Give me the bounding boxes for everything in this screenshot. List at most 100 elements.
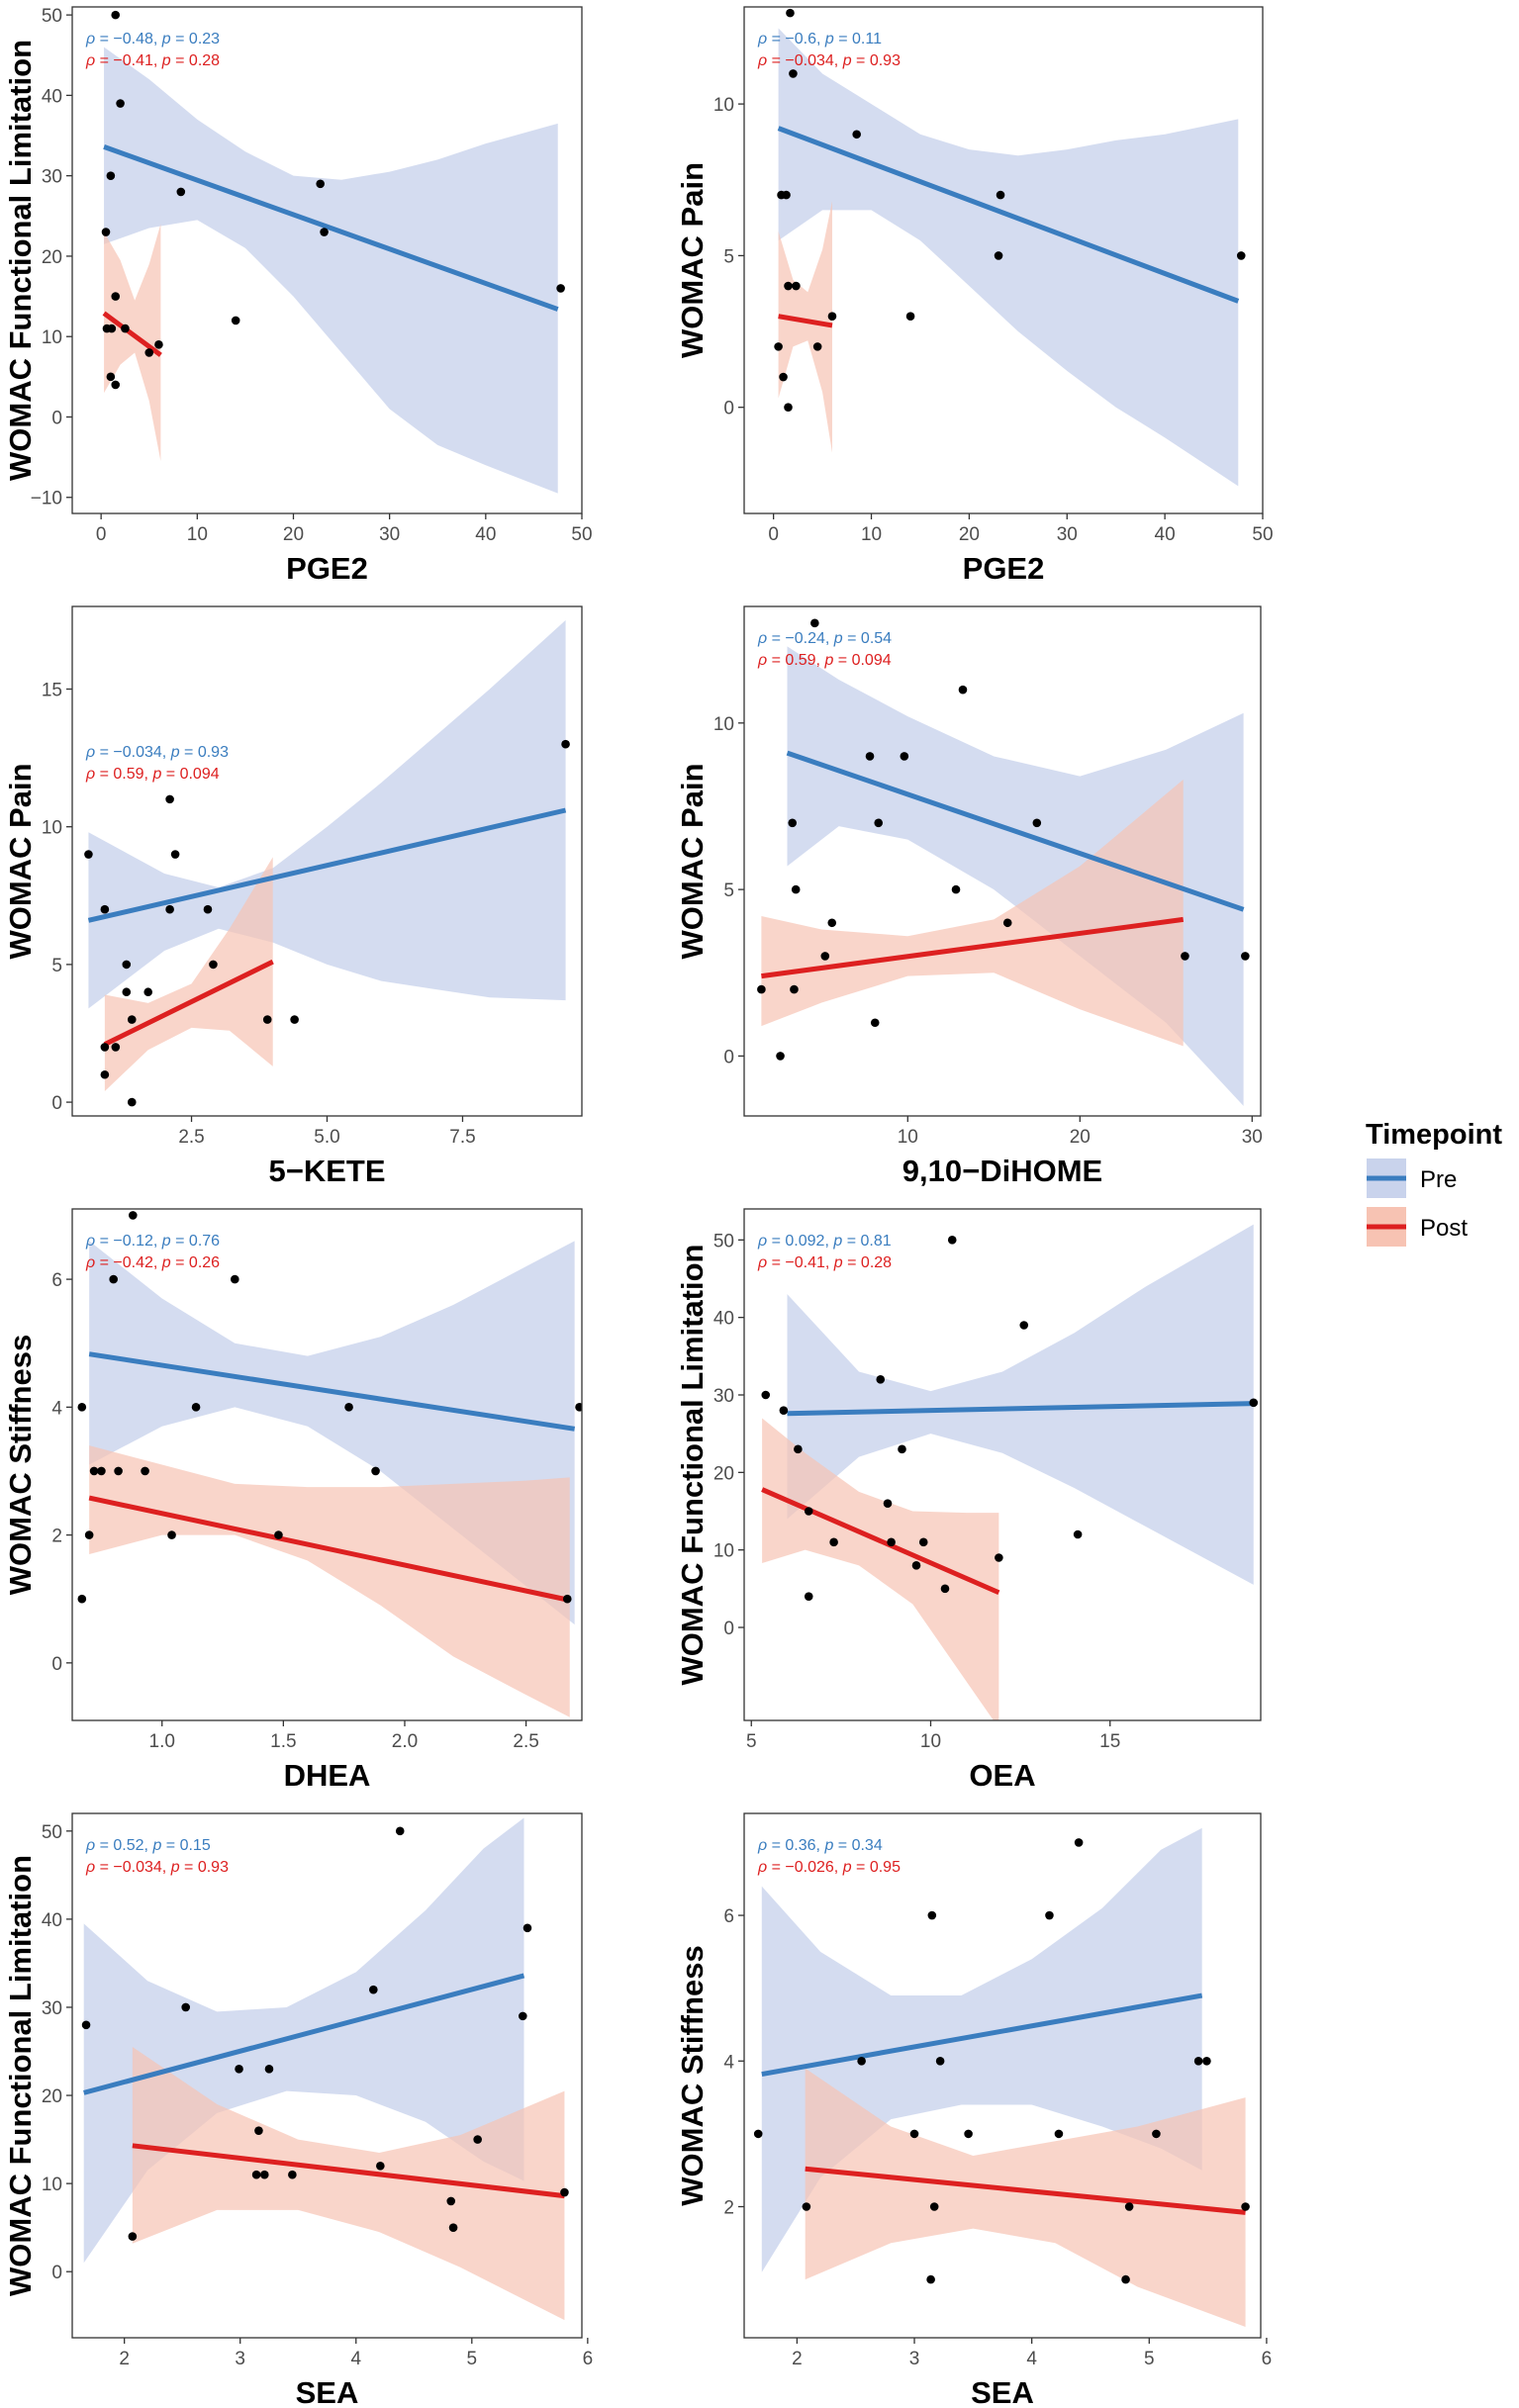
panel-8-data-point-1	[1074, 1838, 1084, 1847]
panel-8-y-tick-label: 2	[723, 2198, 734, 2219]
panel-5-data-point-2	[109, 1274, 118, 1284]
panel-4-data-point-14	[1241, 952, 1250, 961]
stat-part: p	[161, 31, 171, 47]
panel-3-data-point-6	[203, 904, 213, 914]
panel-3-data-point-18	[290, 1015, 299, 1024]
panel-5-data-point-5	[191, 1403, 201, 1412]
panel-1-data-point-9	[556, 284, 565, 293]
panel-7-y-tick-label: 10	[42, 2175, 62, 2195]
panel-3-data-point-14	[111, 1043, 121, 1052]
panel-6-post-fit-line	[761, 1487, 1000, 1596]
panel-4-plot-area	[757, 618, 1250, 1106]
panel-5-data-point-13	[84, 1530, 94, 1539]
panel-7-pre-confidence-band	[83, 1817, 524, 2264]
panel-8-data-point-15	[1124, 2202, 1134, 2211]
panel-6-y-tick-label: 40	[713, 1309, 734, 1330]
panel-6-y-tick-label: 10	[713, 1541, 734, 1562]
stat-part: ρ	[85, 1254, 95, 1271]
panel-1-data-point-12	[111, 292, 121, 301]
stat-part: ρ	[757, 652, 767, 669]
panel-3-data-point-5	[165, 904, 174, 914]
stat-part: = 0.95	[852, 1859, 901, 1876]
panel-2-post-stat: ρ = −0.034, p = 0.93	[757, 52, 901, 69]
panel-8-data-point-12	[1152, 2129, 1161, 2139]
panel-6-x-tick-label: 5	[746, 1731, 757, 1752]
panel-1-y-tick-label: 20	[42, 247, 62, 268]
stat-part: ρ	[85, 766, 95, 783]
panel-6-data-point-16	[1073, 1529, 1083, 1539]
panel-8-x-tick-label: 3	[909, 2349, 920, 2369]
stat-part: = 0.28	[171, 52, 220, 69]
panel-2-data-point-3	[852, 130, 861, 139]
panel-7-plot-area	[81, 1817, 569, 2321]
panel-8-data-point-11	[1054, 2129, 1064, 2139]
panel-4-post-stat: ρ = 0.59, p = 0.094	[757, 652, 892, 669]
panel-7-pre-fit-line	[83, 1973, 525, 2095]
panel-8-data-point-16	[1241, 2202, 1250, 2211]
panel-7-data-point-18	[128, 2232, 138, 2241]
panel-5-x-tick-label: 2.5	[513, 1731, 538, 1752]
panel-7-data-point-14	[473, 2135, 482, 2144]
panel-6-pre-fit-line	[787, 1401, 1254, 1417]
stat-part: p	[161, 52, 171, 69]
panel-4-data-point-2	[958, 685, 968, 695]
panel-8-frame	[743, 1812, 1262, 2339]
panel-3-data-point-3	[165, 794, 174, 804]
panel-5-y-tick-label: 0	[51, 1654, 62, 1675]
panel-3-y-axis-title: WOMAC Pain	[3, 763, 38, 959]
panel-4-data-point-13	[1181, 952, 1189, 961]
panel-5-x-tick-label: 2.0	[392, 1731, 418, 1752]
panel-2-pre-fit-line	[777, 126, 1240, 304]
panel-5-data-point-8	[89, 1466, 99, 1476]
panel-4-y-axis-title: WOMAC Pain	[675, 763, 710, 959]
panel-4-post-fit-line	[761, 916, 1185, 979]
stat-part: p	[170, 744, 180, 761]
legend-label-post: Post	[1420, 1215, 1468, 1242]
panel-7-y-tick-label: 50	[42, 1822, 62, 1843]
panel-3: 2.5 5.0 7.5 0 5 10 15 5−KETE WOMAC Pain ρ = −0.03…	[3, 605, 583, 1188]
panel-7-data-point-7	[235, 2065, 243, 2074]
panel-3-data-point-13	[100, 1043, 110, 1052]
stat-part: = 0.26	[171, 1254, 220, 1271]
panel-7-data-point-10	[251, 2170, 261, 2179]
panel-4-data-point-16	[790, 984, 799, 994]
panel-4-data-point-1	[810, 618, 819, 628]
panel-6-y-tick-label: 30	[713, 1386, 734, 1407]
panel-2: 0 10 20 30 40 50 0 5 10 PGE2 WOMAC Pain ρ = −0.6, p…	[675, 6, 1274, 586]
legend: Timepoint Pre Post	[1366, 1119, 1502, 1247]
panel-8-y-tick-label: 4	[723, 2052, 734, 2073]
panel-6-x-axis-title: OEA	[969, 1758, 1035, 1793]
panel-5-y-tick-label: 2	[51, 1527, 62, 1547]
panel-4-x-tick-label: 20	[1070, 1127, 1091, 1148]
panel-6-y-tick-label: 20	[713, 1463, 734, 1484]
panel-4-data-point-8	[791, 884, 801, 894]
panel-5-data-point-12	[371, 1466, 380, 1476]
stat-part: = 0.76	[171, 1233, 220, 1250]
panel-6-data-point-11	[829, 1537, 838, 1547]
panel-5-data-point-15	[274, 1530, 283, 1539]
stat-part: = 0.93	[852, 52, 901, 69]
panel-5-y-axis-title: WOMAC Stiffness	[3, 1335, 38, 1596]
panel-6-pre-confidence-band	[787, 1224, 1254, 1585]
panel-3-data-point-2	[100, 904, 110, 914]
stat-part: = −0.034,	[767, 52, 843, 69]
stat-part: = −0.48,	[95, 31, 162, 47]
panel-4-pre-fit-line	[786, 750, 1245, 912]
panel-2-pre-stat: ρ = −0.6, p = 0.11	[757, 31, 882, 47]
stat-part: p	[151, 1837, 161, 1854]
stat-part: ρ	[85, 1859, 95, 1876]
stat-part: = 0.092,	[767, 1233, 833, 1250]
panel-7-data-point-9	[254, 2126, 263, 2135]
panel-5-x-tick-label: 1.5	[270, 1731, 296, 1752]
panel-5-y-tick-label: 4	[51, 1398, 62, 1419]
panel-1-post-stat: ρ = −0.41, p = 0.28	[85, 52, 220, 69]
stat-part: p	[833, 1254, 843, 1271]
panel-2-x-tick-label: 0	[768, 524, 779, 545]
panel-6-data-point-6	[1249, 1398, 1259, 1408]
panel-5-data-point-11	[141, 1466, 149, 1476]
panel-3-pre-fit-line	[87, 807, 567, 923]
stat-part: p	[151, 766, 161, 783]
panel-5-x-axis-title: DHEA	[284, 1758, 371, 1793]
